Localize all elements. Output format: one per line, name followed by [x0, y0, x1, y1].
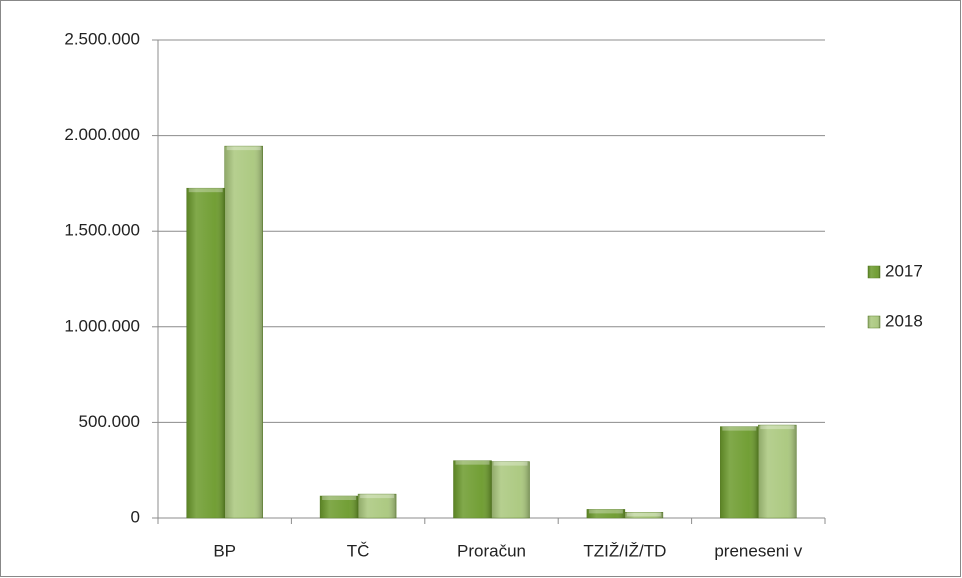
- bar-cap: [722, 426, 757, 431]
- bar-shade: [758, 425, 797, 518]
- x-tick-label: TČ: [347, 541, 370, 560]
- bar-cap: [322, 496, 357, 501]
- bar-cap: [188, 188, 223, 193]
- bar-shade: [720, 426, 759, 518]
- legend-swatch-shade: [868, 316, 880, 328]
- bar-shade: [186, 188, 225, 518]
- bar-cap: [455, 460, 490, 465]
- y-tick-label: 500.000: [79, 412, 140, 431]
- bar-shade: [491, 461, 530, 518]
- bar-shade: [320, 496, 359, 518]
- bar-cap: [493, 461, 528, 466]
- bar-shade: [586, 509, 625, 518]
- bar-cap: [760, 425, 795, 430]
- legend-label: 2017: [885, 261, 923, 280]
- bar-shade: [624, 512, 663, 518]
- y-tick-label: 2.000.000: [64, 125, 140, 144]
- y-tick-label: 1.000.000: [64, 316, 140, 335]
- bar-cap: [226, 146, 261, 151]
- x-tick-label: preneseni v: [714, 541, 802, 560]
- y-tick-label: 1.500.000: [64, 221, 140, 240]
- y-tick-label: 2.500.000: [64, 29, 140, 48]
- legend-swatch-shade: [868, 266, 880, 278]
- y-tick-label: 0: [131, 507, 140, 526]
- bar-shade: [224, 146, 263, 518]
- legend-label: 2018: [885, 311, 923, 330]
- x-tick-label: BP: [213, 541, 236, 560]
- bar-cap: [588, 509, 623, 514]
- bar-cap: [360, 494, 395, 499]
- bar-cap: [626, 512, 661, 517]
- x-tick-label: TZIŽ/IŽ/TD: [583, 541, 666, 560]
- bar-shade: [453, 460, 492, 518]
- x-tick-label: Proračun: [457, 541, 526, 560]
- bar-shade: [358, 494, 397, 518]
